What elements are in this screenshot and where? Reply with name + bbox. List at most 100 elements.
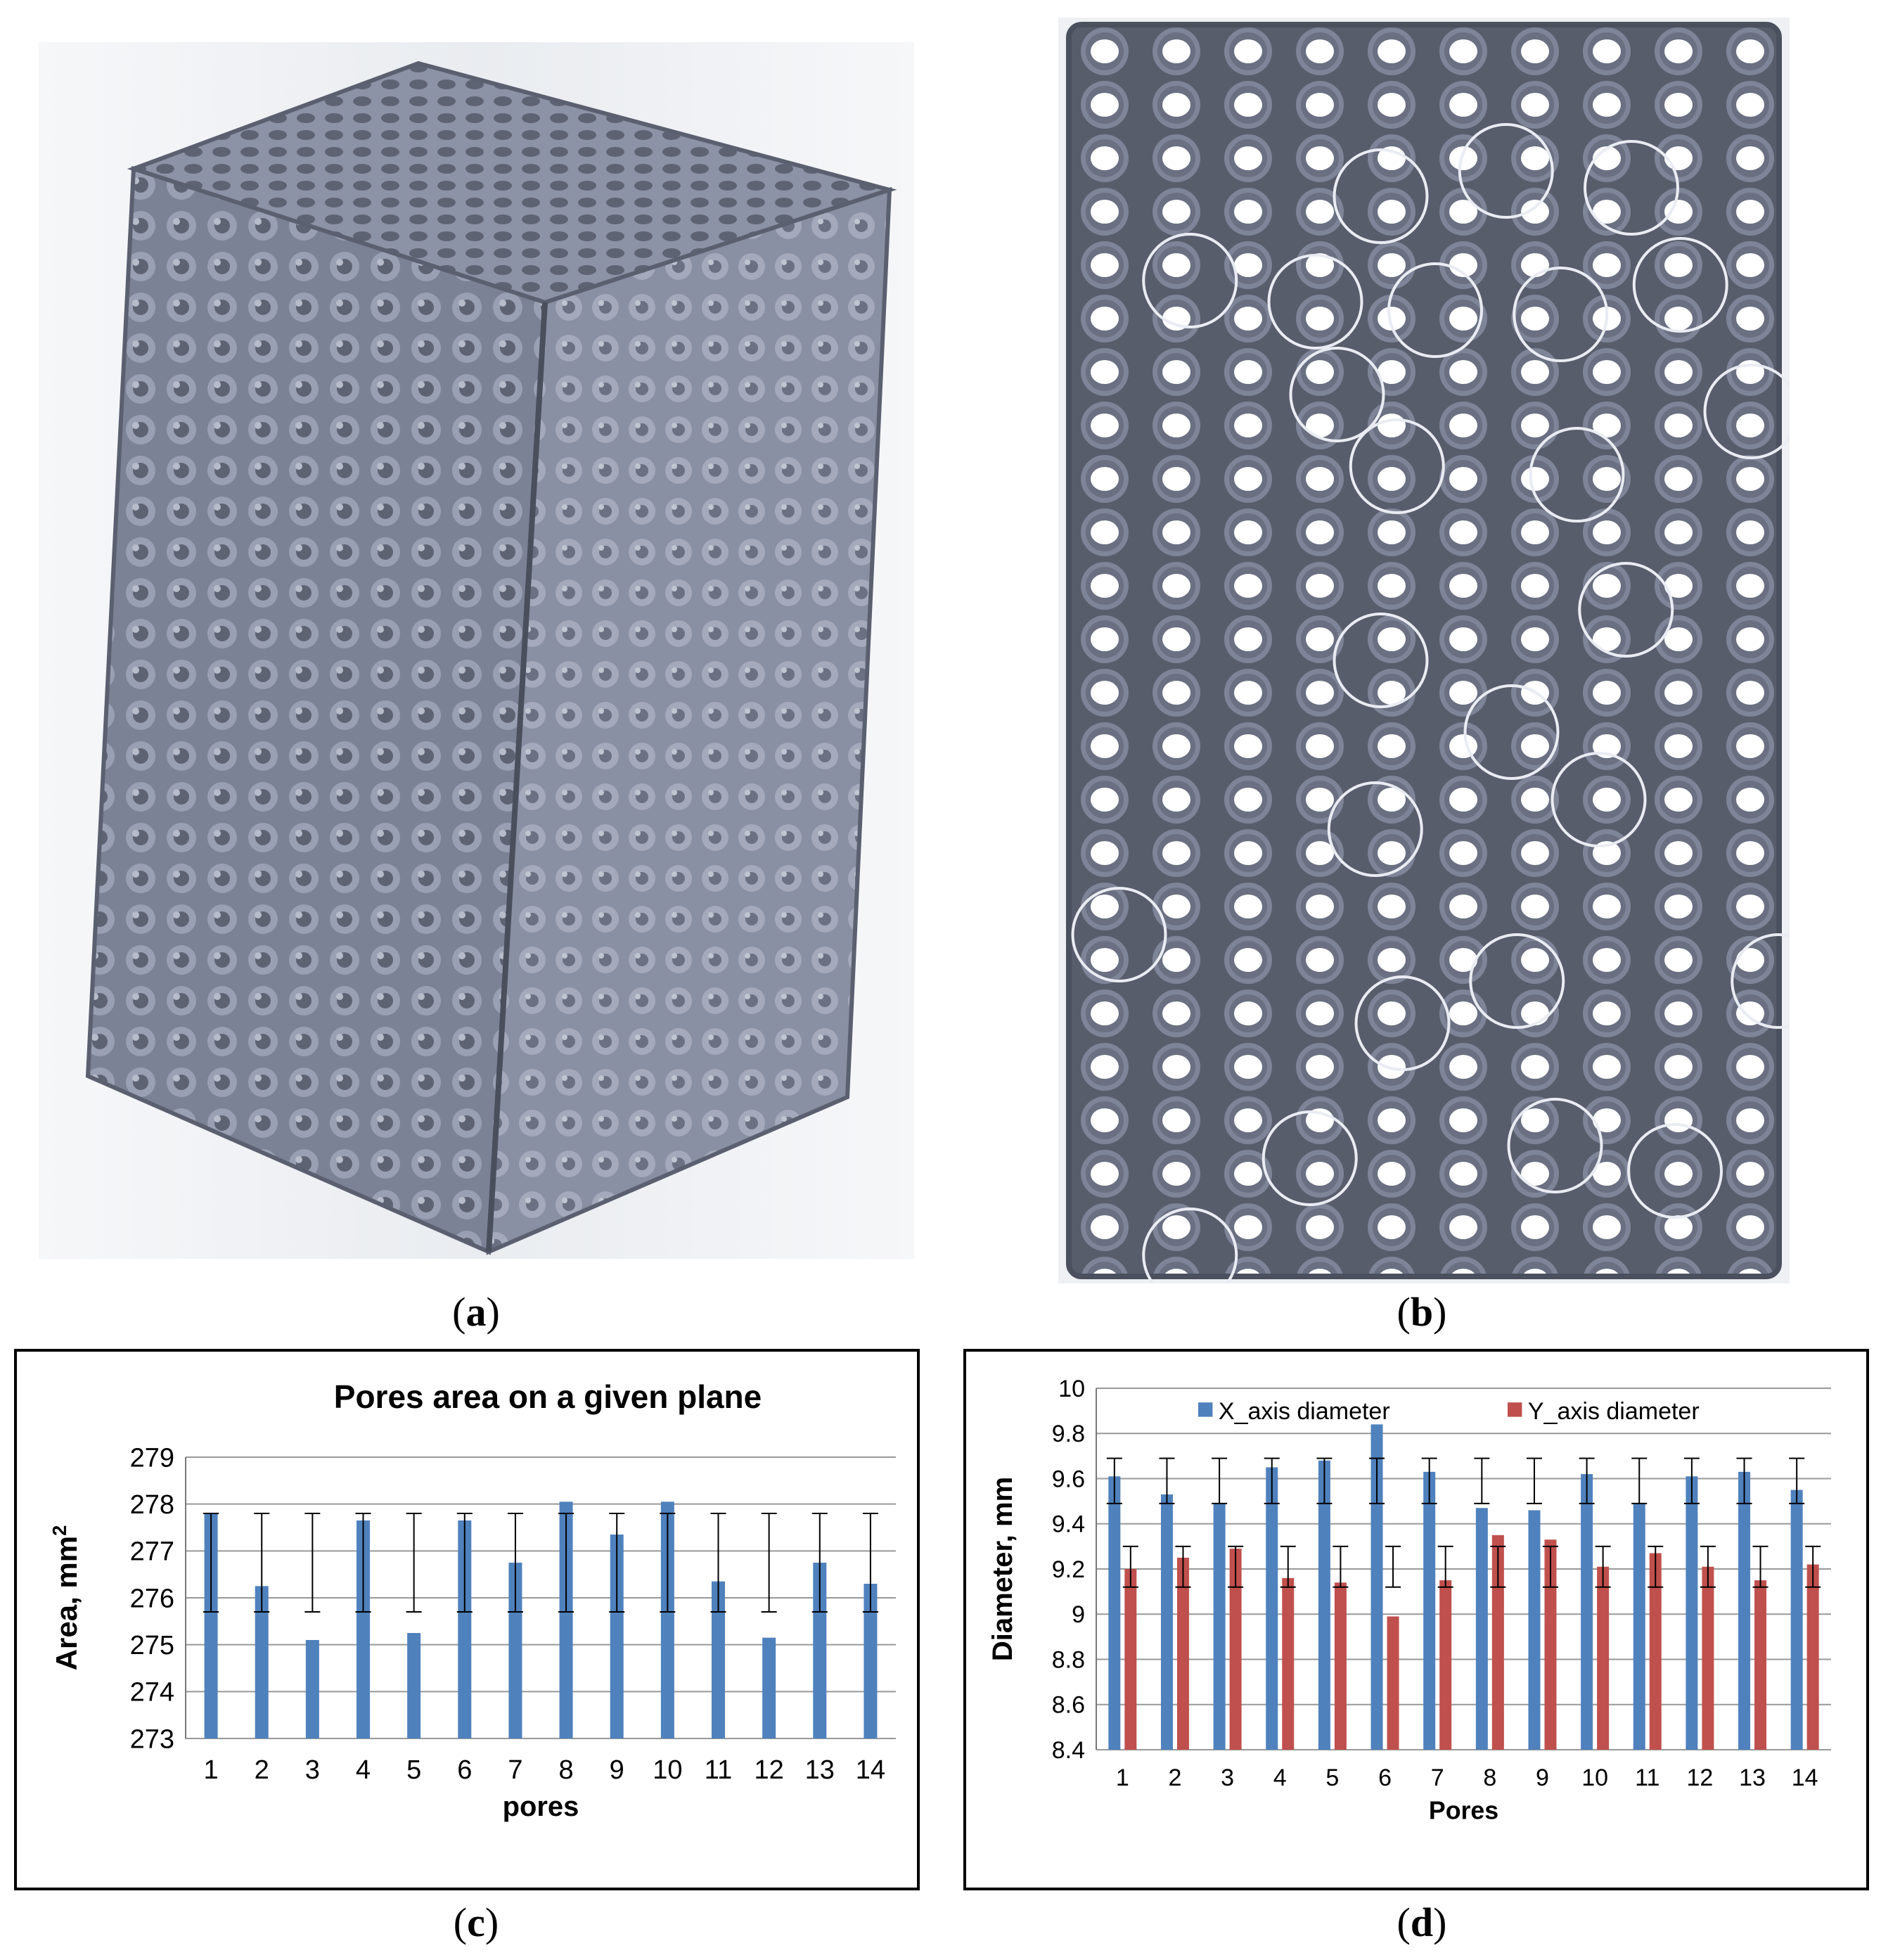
y-tick-label: 273 bbox=[130, 1724, 174, 1754]
bar-area-13 bbox=[813, 1563, 827, 1738]
pore-ring bbox=[1551, 752, 1647, 847]
x-tick-label: 9 bbox=[610, 1755, 624, 1785]
bar-xaxisdiameter-12 bbox=[1686, 1476, 1698, 1750]
bar-xaxisdiameter-5 bbox=[1318, 1460, 1330, 1750]
x-tick-label: 9 bbox=[1536, 1764, 1549, 1791]
y-tick-label: 276 bbox=[130, 1584, 174, 1613]
bar-area-4 bbox=[357, 1520, 370, 1738]
pore-ring bbox=[1333, 613, 1429, 708]
x-tick-label: 4 bbox=[356, 1755, 371, 1785]
x-tick-label: 3 bbox=[305, 1755, 320, 1785]
bar-xaxisdiameter-3 bbox=[1213, 1503, 1226, 1750]
bar-area-14 bbox=[864, 1584, 878, 1738]
y-axis-label: Area, mm2 bbox=[49, 1525, 84, 1671]
pore-ring bbox=[1387, 262, 1483, 358]
bar-xaxisdiameter-11 bbox=[1633, 1503, 1645, 1750]
x-tick-label: 11 bbox=[1635, 1764, 1659, 1791]
y-tick-label: 277 bbox=[130, 1537, 174, 1567]
x-tick-label: 13 bbox=[1739, 1764, 1766, 1791]
y-tick-label: 10 bbox=[1058, 1376, 1085, 1402]
pore-ring bbox=[1327, 781, 1423, 877]
bar-yaxisdiameter-11 bbox=[1649, 1553, 1662, 1750]
x-tick-label: 1 bbox=[204, 1755, 219, 1785]
bar-yaxisdiameter-12 bbox=[1702, 1566, 1714, 1750]
legend-label: Y_axis diameter bbox=[1528, 1398, 1700, 1425]
bar-xaxisdiameter-2 bbox=[1160, 1494, 1173, 1750]
bar-yaxisdiameter-9 bbox=[1544, 1539, 1557, 1750]
x-axis-label: pores bbox=[503, 1791, 579, 1822]
x-tick-label: 2 bbox=[1169, 1764, 1182, 1791]
y-tick-label: 278 bbox=[130, 1490, 174, 1520]
bar-xaxisdiameter-7 bbox=[1423, 1471, 1436, 1750]
y-tick-label: 8.8 bbox=[1052, 1646, 1085, 1673]
pore-ring bbox=[1267, 254, 1363, 350]
bar-xaxisdiameter-10 bbox=[1581, 1474, 1593, 1750]
bar-area-5 bbox=[407, 1633, 421, 1738]
lattice-3d-render bbox=[39, 42, 914, 1259]
x-tick-label: 13 bbox=[805, 1755, 835, 1785]
y-tick-label: 8.4 bbox=[1052, 1737, 1085, 1764]
cube-front-face bbox=[85, 165, 548, 1255]
x-tick-label: 2 bbox=[255, 1755, 269, 1785]
cube-side-face bbox=[486, 186, 892, 1255]
lattice-plane-render bbox=[1058, 18, 1881, 1430]
caption-a: (a) bbox=[452, 1289, 500, 1335]
pore-ring bbox=[1469, 933, 1565, 1029]
legend-swatch bbox=[1198, 1402, 1213, 1417]
bar-area-7 bbox=[508, 1563, 522, 1738]
bar-yaxisdiameter-2 bbox=[1176, 1557, 1189, 1750]
pore-ring bbox=[1354, 975, 1451, 1071]
pore-ring bbox=[1584, 140, 1679, 236]
lattice-3d-image bbox=[39, 42, 914, 1259]
x-tick-label: 7 bbox=[1431, 1764, 1444, 1791]
caption-c: (c) bbox=[453, 1900, 499, 1945]
caption-b: (b) bbox=[1397, 1289, 1447, 1335]
y-tick-label: 9 bbox=[1072, 1601, 1085, 1628]
x-tick-label: 6 bbox=[457, 1755, 472, 1785]
x-tick-label: 12 bbox=[755, 1755, 784, 1785]
pore-ring bbox=[1578, 562, 1674, 658]
pore-ring bbox=[1142, 233, 1238, 328]
x-tick-label: 6 bbox=[1378, 1764, 1392, 1791]
bar-yaxisdiameter-13 bbox=[1754, 1580, 1767, 1750]
x-tick-label: 10 bbox=[1581, 1764, 1608, 1791]
bar-yaxisdiameter-14 bbox=[1806, 1564, 1819, 1750]
y-axis-label: Diameter, mm bbox=[987, 1477, 1018, 1661]
x-tick-label: 1 bbox=[1116, 1764, 1129, 1791]
pore-ring bbox=[1333, 148, 1429, 244]
x-tick-label: 12 bbox=[1686, 1764, 1713, 1791]
x-tick-label: 14 bbox=[856, 1755, 885, 1785]
bar-area-2 bbox=[255, 1586, 269, 1738]
x-tick-label: 5 bbox=[406, 1755, 421, 1785]
bar-xaxisdiameter-8 bbox=[1475, 1508, 1488, 1750]
chart-d-frame: 8.4 8.6 8.8 9 9.2 9.4 9.6 9.8 10 1 2 3 4 5 6 7 8 9 10 11 12 1… bbox=[963, 1349, 1869, 1890]
y-tick-label: 9.6 bbox=[1052, 1466, 1085, 1492]
chart-title: Pores area on a given plane bbox=[334, 1378, 762, 1415]
y-tick-label: 274 bbox=[130, 1678, 174, 1708]
bar-yaxisdiameter-1 bbox=[1124, 1569, 1137, 1750]
bar-yaxisdiameter-5 bbox=[1334, 1582, 1347, 1750]
pore-ring bbox=[1513, 267, 1609, 362]
x-tick-label: 14 bbox=[1792, 1764, 1818, 1791]
bar-area-6 bbox=[458, 1520, 472, 1738]
bar-yaxisdiameter-8 bbox=[1491, 1535, 1504, 1750]
pore-ring bbox=[1349, 418, 1445, 514]
y-tick-label: 9.4 bbox=[1052, 1511, 1085, 1538]
x-tick-label: 3 bbox=[1221, 1764, 1234, 1791]
pore-ring bbox=[1507, 1098, 1603, 1193]
y-tick-label: 275 bbox=[130, 1631, 174, 1660]
bar-yaxisdiameter-7 bbox=[1439, 1580, 1452, 1750]
pore-ring bbox=[1463, 684, 1560, 780]
legend-label: X_axis diameter bbox=[1219, 1398, 1390, 1425]
pore-ring bbox=[1071, 887, 1167, 982]
x-axis-label: Pores bbox=[1429, 1797, 1498, 1825]
x-tick-label: 10 bbox=[653, 1755, 682, 1785]
bar-xaxisdiameter-13 bbox=[1738, 1471, 1751, 1750]
bar-area-1 bbox=[204, 1513, 218, 1738]
pore-ring bbox=[1262, 1110, 1358, 1206]
y-tick-label: 9.2 bbox=[1052, 1556, 1085, 1583]
bar-area-8 bbox=[559, 1501, 573, 1738]
caption-d: (d) bbox=[1397, 1900, 1447, 1945]
